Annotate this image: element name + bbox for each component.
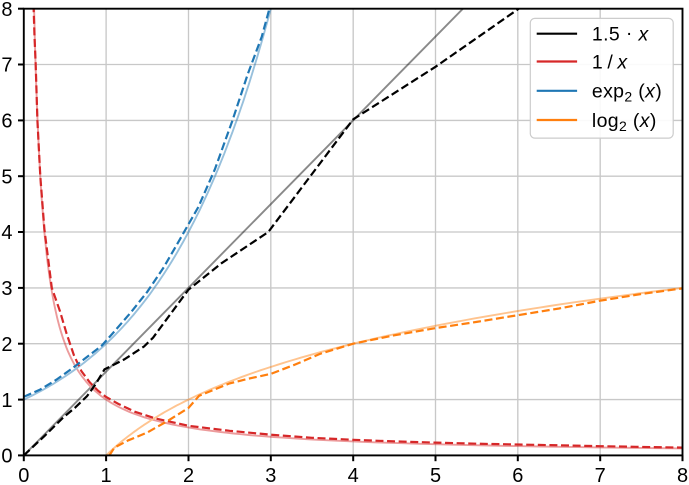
svg-text:8: 8	[1, 0, 12, 21]
svg-text:5: 5	[1, 166, 12, 188]
svg-text:log2 (x): log2 (x)	[592, 110, 657, 134]
svg-text:2: 2	[1, 334, 12, 356]
svg-text:4: 4	[1, 222, 12, 244]
svg-text:5: 5	[430, 465, 441, 485]
svg-text:6: 6	[512, 465, 523, 485]
svg-text:1: 1	[101, 465, 112, 485]
svg-text:3: 3	[265, 465, 276, 485]
svg-text:7: 7	[595, 465, 606, 485]
svg-text:0: 0	[1, 446, 12, 468]
svg-text:1.5 · x: 1.5 · x	[592, 23, 650, 46]
svg-text:0: 0	[18, 465, 29, 485]
svg-text:2: 2	[183, 465, 194, 485]
svg-text:3: 3	[1, 278, 12, 300]
svg-text:1 / x: 1 / x	[592, 51, 628, 73]
svg-text:4: 4	[348, 465, 359, 485]
svg-text:1: 1	[1, 390, 12, 412]
svg-text:6: 6	[1, 111, 12, 133]
svg-text:7: 7	[1, 55, 12, 77]
svg-text:8: 8	[677, 465, 688, 485]
